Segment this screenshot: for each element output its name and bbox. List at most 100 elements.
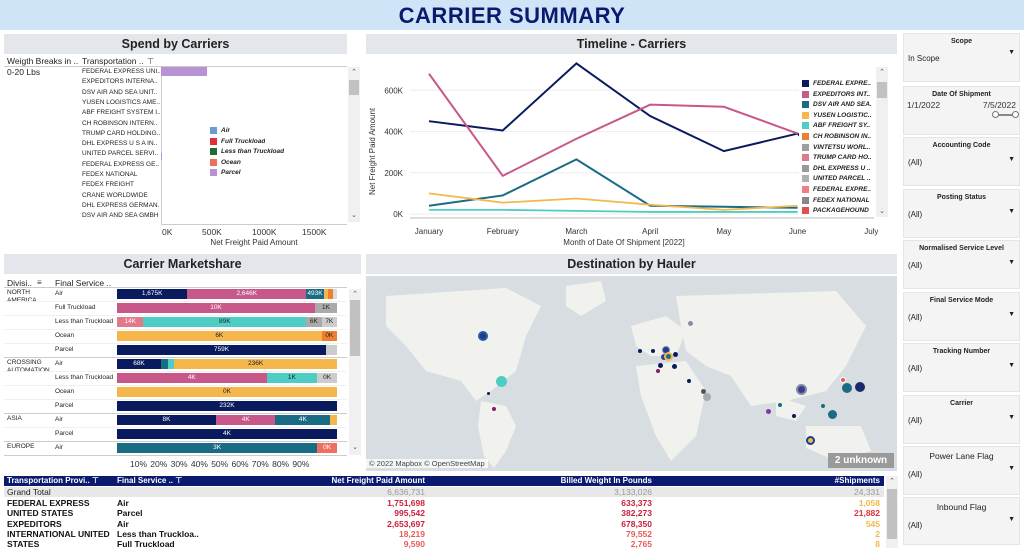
timeline-legend-item[interactable]: CH ROBINSON IN.. [802, 133, 872, 144]
timeline-legend-item[interactable]: ABF FREIGHT SY.. [802, 122, 872, 133]
timeline-legend-item[interactable]: UNITED PARCEL .. [802, 175, 872, 186]
map-point[interactable] [496, 376, 507, 387]
share-segment[interactable]: 4K [117, 373, 267, 383]
map-point[interactable] [658, 363, 663, 368]
share-segment[interactable]: 0K [117, 387, 337, 397]
share-segment[interactable] [328, 289, 333, 299]
chevron-down-icon[interactable]: ▼ [1008, 516, 1015, 523]
share-segment[interactable]: 1K [315, 303, 337, 313]
share-segment[interactable]: 236K [174, 359, 337, 369]
spend-legend-item[interactable]: Parcel [210, 169, 241, 177]
carrier-row-label[interactable]: YUSEN LOGISTICS AME.. [82, 98, 160, 106]
filter-final-service-mode[interactable]: Final Service Mode (All) ▼ [903, 292, 1020, 341]
share-segment[interactable]: 493K [306, 289, 324, 299]
sort-icon[interactable]: ⊤ [147, 57, 154, 66]
share-segment[interactable]: 14K [117, 317, 144, 327]
filter-accounting-code[interactable]: Accounting Code (All) ▼ [903, 137, 1020, 186]
service-label[interactable]: Less than Truckload [55, 374, 114, 381]
timeline-legend-item[interactable]: EXPEDITORS INT.. [802, 90, 872, 102]
map-point[interactable] [855, 382, 865, 392]
map-point[interactable] [478, 331, 488, 341]
service-cell[interactable]: Parcel [117, 508, 143, 519]
timeline-legend-item[interactable]: DSV AIR AND SEA.. [802, 101, 872, 112]
map-point[interactable] [821, 404, 825, 408]
share-segment[interactable]: 89K [143, 317, 307, 327]
map-point[interactable] [651, 349, 655, 353]
carrier-row-label[interactable]: FEDERAL EXPRESS GE.. [82, 160, 160, 168]
date-from[interactable]: 1/1/2022 [907, 100, 941, 110]
scroll-down-icon[interactable]: ⌄ [352, 444, 358, 451]
carrier-row-label[interactable]: CRANE WORLDWIDE [82, 191, 148, 199]
service-label[interactable]: Air [55, 290, 63, 297]
share-segment[interactable]: 68K [117, 359, 161, 369]
provider-cell[interactable]: STATES [7, 539, 40, 549]
map-point[interactable] [842, 383, 852, 393]
filter-posting-status[interactable]: Posting Status (All) ▼ [903, 189, 1020, 238]
carrier-row-label[interactable]: FEDEX NATIONAL [82, 171, 138, 178]
share-segment[interactable]: 1,675K [117, 289, 188, 299]
carrier-row-label[interactable]: EXPEDITORS INTERNA.. [82, 78, 158, 86]
th-provider[interactable]: Transportation Provi.. ⊤ [4, 476, 114, 486]
division-label[interactable]: EUROPE [7, 443, 35, 450]
chevron-down-icon[interactable]: ▼ [1008, 208, 1015, 215]
carrier-row-label[interactable]: DHL EXPRESS GERMAN.. [82, 201, 160, 209]
map-point[interactable] [840, 377, 846, 383]
filter-value[interactable]: (All) [908, 261, 923, 270]
share-segment[interactable] [330, 415, 337, 425]
filter-scope[interactable]: Scope In Scope ▼ [903, 33, 1020, 82]
carrier-row-label[interactable]: DSV AIR AND SEA UNIT.. [82, 88, 158, 96]
scroll-up-icon[interactable]: ⌃ [352, 291, 358, 298]
carrier-row-label[interactable]: UNITED PARCEL SERVI.. [82, 150, 159, 158]
th-service[interactable]: Final Service .. ⊤ [114, 476, 184, 486]
chevron-down-icon[interactable]: ▼ [1008, 465, 1015, 472]
date-slider-track[interactable] [994, 114, 1018, 116]
map-point[interactable] [487, 392, 490, 395]
service-label[interactable]: Air [55, 360, 63, 367]
carrier-row-label[interactable]: CH ROBINSON INTERN.. [82, 119, 158, 127]
map-point[interactable] [672, 364, 677, 369]
filter-value[interactable]: In Scope [908, 54, 940, 63]
map-point[interactable] [687, 379, 691, 383]
th-shipments[interactable]: #Shipments [658, 476, 884, 486]
scroll-up-icon[interactable]: ⌃ [879, 69, 885, 76]
ms-col-service[interactable]: Final Service .. [55, 278, 112, 288]
map-attribution[interactable]: © 2022 Mapbox © OpenStreetMap [366, 459, 488, 468]
filter-value[interactable]: (All) [908, 210, 923, 219]
ms-col-division[interactable]: Divisi.. [7, 278, 33, 288]
map-point[interactable] [828, 410, 837, 419]
th-weight[interactable]: Billed Weight In Pounds [431, 476, 658, 486]
share-segment[interactable] [326, 345, 337, 355]
carrier-row-label[interactable]: ABF FREIGHT SYSTEM I.. [82, 109, 160, 117]
spend-legend-item[interactable]: Air [210, 127, 230, 134]
service-label[interactable]: Ocean [55, 388, 75, 395]
map-point[interactable] [778, 403, 782, 407]
service-label[interactable]: Parcel [55, 430, 74, 437]
filter-value[interactable]: (All) [908, 158, 923, 167]
spend-legend-item[interactable]: Ocean [210, 158, 241, 166]
sort-icon[interactable]: ≡ [37, 278, 42, 287]
slider-handle[interactable] [1012, 111, 1019, 118]
spend-legend-item[interactable]: Full Truckload [210, 137, 265, 145]
division-label[interactable]: ASIA [7, 415, 22, 422]
filter-value[interactable]: (All) [908, 521, 923, 530]
share-segment[interactable]: 759K [117, 345, 326, 355]
spend-scrollbar[interactable] [348, 67, 360, 222]
share-segment[interactable]: 7K [321, 317, 337, 327]
share-segment[interactable]: 8K [117, 415, 216, 425]
chevron-down-icon[interactable]: ▼ [1008, 156, 1015, 163]
service-cell[interactable]: Full Truckload [117, 539, 175, 549]
map-point[interactable] [766, 409, 771, 414]
service-cell[interactable]: Air [117, 518, 129, 529]
share-segment[interactable]: 3K [117, 443, 318, 453]
filter-value[interactable]: (All) [908, 416, 923, 425]
map-point[interactable] [492, 407, 496, 411]
share-segment[interactable]: 0K [317, 443, 337, 453]
map-point[interactable] [688, 321, 693, 326]
provider-cell[interactable]: UNITED STATES [7, 508, 74, 519]
filter-inbound-flag[interactable]: Inbound Flag (All) ▼ [903, 497, 1020, 545]
scroll-down-icon[interactable]: ⌄ [879, 208, 885, 215]
spend-scroll-thumb[interactable] [349, 80, 359, 95]
share-segment[interactable] [161, 359, 168, 369]
share-segment[interactable]: 1K [266, 373, 318, 383]
service-label[interactable]: Less than Truckload [55, 318, 114, 325]
